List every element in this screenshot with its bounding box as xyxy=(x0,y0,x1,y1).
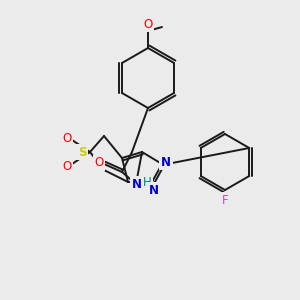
Text: H: H xyxy=(142,176,152,190)
Text: O: O xyxy=(94,157,103,169)
Text: S: S xyxy=(78,146,86,158)
Text: N: N xyxy=(149,184,159,196)
Text: F: F xyxy=(222,194,228,206)
Text: N: N xyxy=(161,155,171,169)
Text: O: O xyxy=(143,17,153,31)
Text: O: O xyxy=(62,160,72,172)
Text: N: N xyxy=(132,178,142,190)
Text: O: O xyxy=(62,131,72,145)
